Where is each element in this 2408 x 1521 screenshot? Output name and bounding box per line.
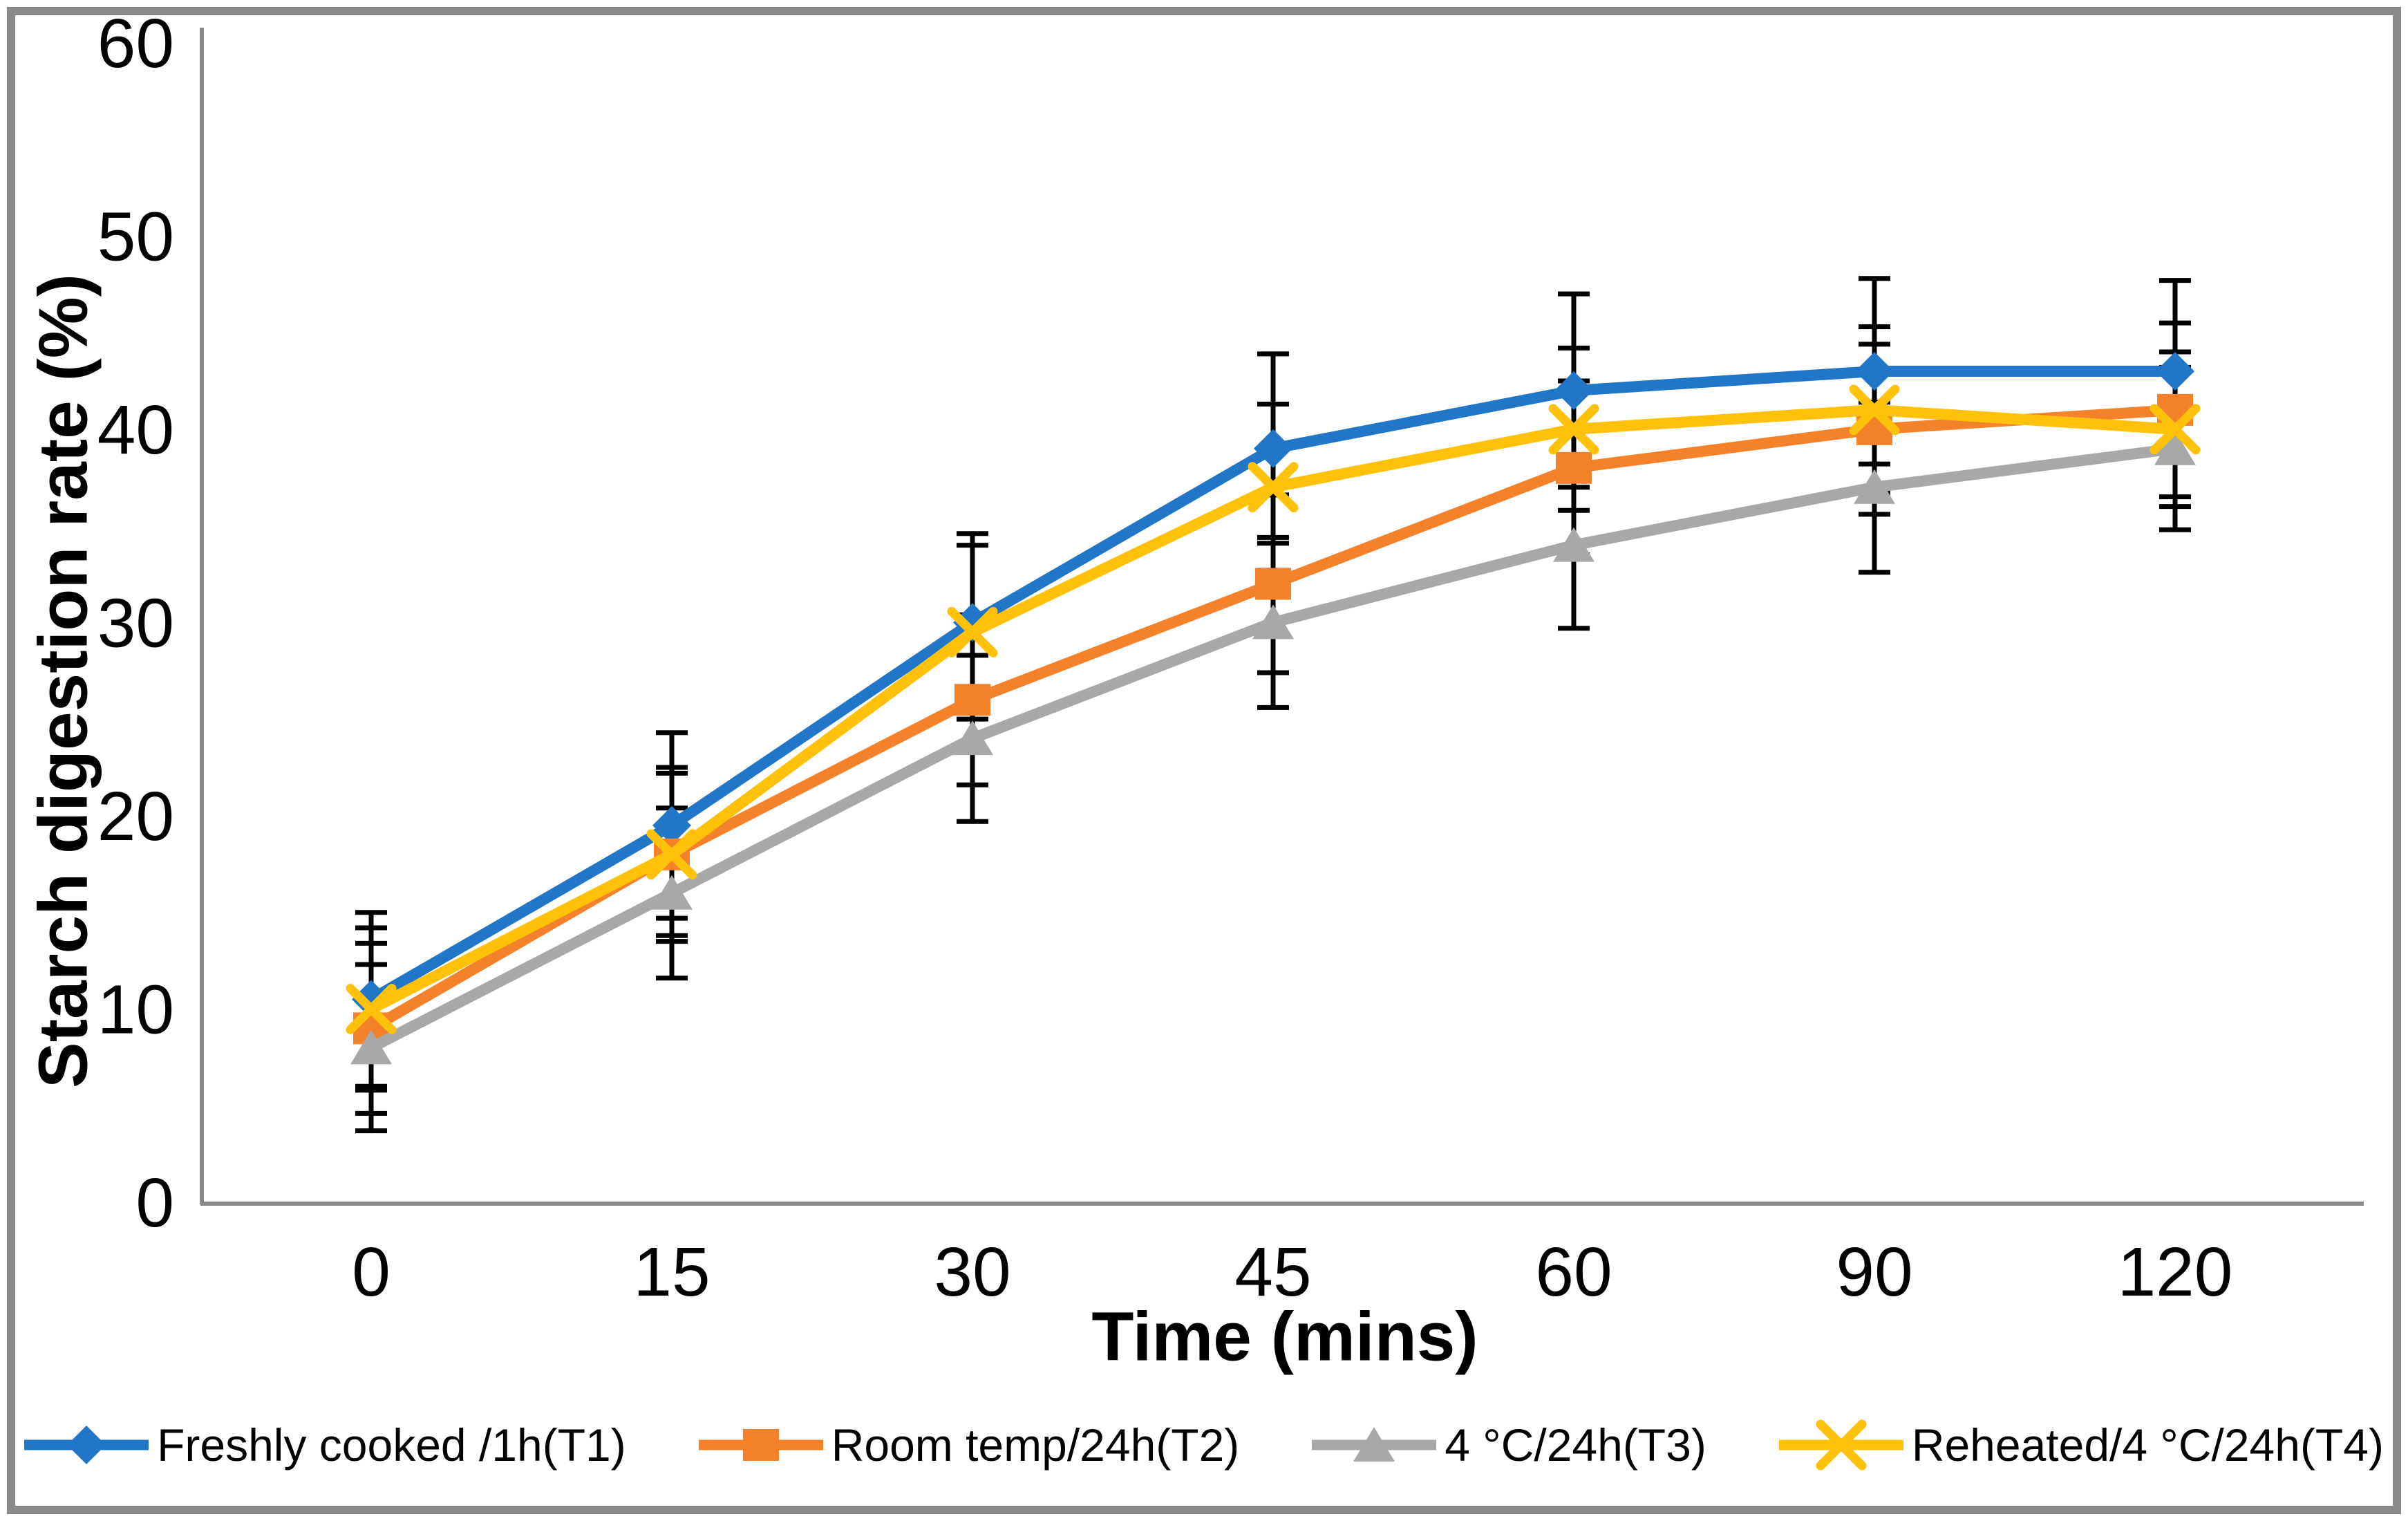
data-point-marker-triangle [1854,469,1895,504]
x-axis-title: Time (mins) [1091,1298,1478,1376]
y-axis-tick-label: 60 [97,5,174,82]
data-point-marker-x [646,829,697,880]
y-axis-tick-label: 20 [97,778,174,855]
legend-marker-square-icon [698,1429,823,1461]
y-axis-tick-label: 50 [97,198,174,275]
data-point-marker-x [1816,1419,1867,1471]
legend-item: Room temp/24h(T2) [698,1419,1240,1471]
data-point-marker-triangle [952,720,993,756]
data-point-marker-triangle [2154,430,2196,465]
legend-label: Reheated/4 °C/24h(T4) [1911,1419,2384,1471]
data-point-marker-triangle [651,875,693,910]
data-point-marker-x [1248,462,1299,513]
x-axis-tick-label: 120 [2118,1233,2233,1311]
y-axis-tick-label: 40 [97,391,174,469]
legend-marker-x-icon [1778,1419,1903,1471]
legend-marker-triangle-icon [1312,1427,1437,1462]
data-point-marker-x [947,606,998,657]
y-axis-tick-label: 10 [97,971,174,1048]
legend-item: Freshly cooked /1h(T1) [24,1419,626,1471]
x-axis-tick-label: 30 [934,1233,1010,1311]
x-axis-tick-label: 90 [1836,1233,1912,1311]
legend-label: Freshly cooked /1h(T1) [157,1419,626,1471]
data-point-marker-square [1556,451,1592,484]
data-point-marker-diamond [67,1426,106,1464]
y-axis-tick-label: 0 [135,1164,174,1242]
y-axis-title: Starch digestion rate (%) [24,274,102,1088]
data-point-marker-diamond [1855,351,1894,391]
x-axis-tick-label: 15 [633,1233,710,1311]
legend-label: Room temp/24h(T2) [831,1419,1240,1471]
data-point-marker-triangle [1553,527,1595,562]
series-4 [346,384,2201,1034]
data-point-marker-triangle [1252,604,1294,640]
data-point-marker-x [1849,384,1900,436]
x-axis-tick-label: 0 [352,1233,391,1311]
data-point-marker-diamond [652,805,691,845]
legend-marker-diamond-icon [24,1426,149,1464]
data-point-marker-triangle [1353,1427,1395,1462]
legend: Freshly cooked /1h(T1) Room temp/24h(T2)… [24,1393,2384,1497]
data-point-marker-square [742,1429,779,1461]
data-point-marker-square [954,684,990,716]
data-point-marker-diamond [1254,429,1292,468]
data-point-marker-diamond [2156,351,2194,391]
data-point-marker-x [346,983,397,1034]
data-point-marker-diamond [1554,371,1593,410]
data-point-marker-triangle [350,1029,392,1065]
x-axis-tick-label: 60 [1535,1233,1612,1311]
data-point-marker-x [1548,404,1599,455]
y-axis-tick-label: 30 [97,584,174,662]
data-point-marker-x [2150,404,2201,455]
legend-item: 4 °C/24h(T3) [1312,1419,1706,1471]
data-point-marker-square [1255,568,1291,600]
legend-item: Reheated/4 °C/24h(T4) [1778,1419,2384,1471]
x-axis-tick-label: 45 [1234,1233,1311,1311]
series-3 [350,430,2196,1065]
legend-label: 4 °C/24h(T3) [1445,1419,1706,1471]
